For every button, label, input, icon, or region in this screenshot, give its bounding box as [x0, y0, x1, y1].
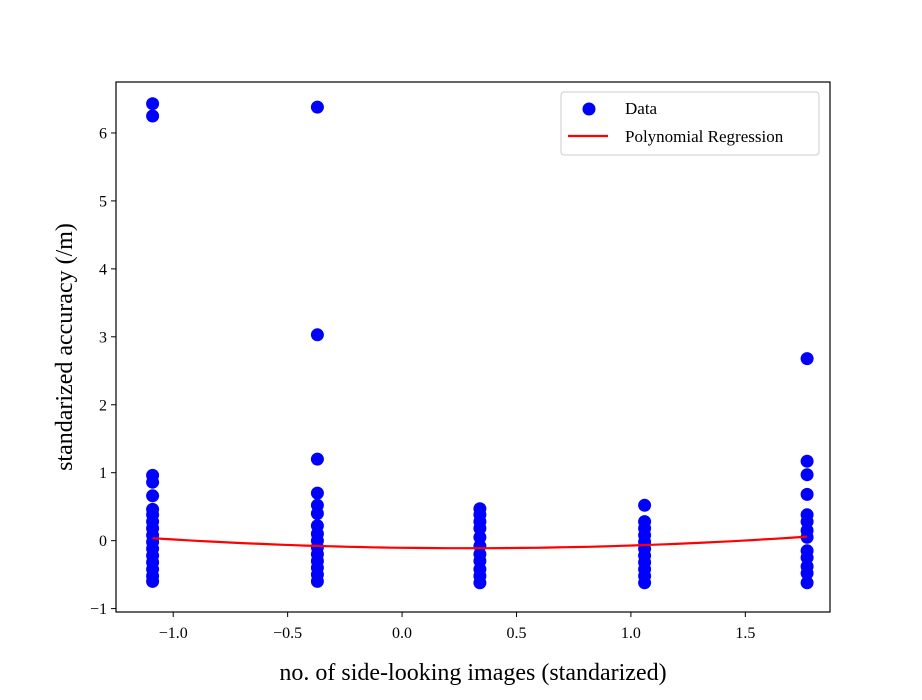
legend-marker-data — [582, 102, 596, 116]
x-tick-label: 1.0 — [621, 625, 641, 642]
data-point — [800, 566, 814, 580]
x-tick-label: 1.5 — [735, 625, 755, 642]
y-tick-label: 5 — [99, 193, 107, 210]
x-tick-label: −1.0 — [159, 625, 188, 642]
data-point — [146, 475, 160, 489]
data-point — [638, 576, 652, 590]
data-point — [310, 574, 324, 588]
data-point — [638, 498, 652, 512]
y-tick-label: 6 — [99, 125, 107, 142]
data-point — [146, 97, 160, 111]
data-point — [800, 515, 814, 529]
y-tick-label: 0 — [99, 533, 107, 550]
data-point — [473, 576, 487, 590]
data-point — [310, 328, 324, 342]
y-axis-ticks: −1 0 1 2 3 4 5 6 — [90, 125, 116, 618]
y-axis-title: standarized accuracy (/m) — [52, 223, 78, 471]
data-point — [800, 468, 814, 482]
data-point — [800, 487, 814, 501]
legend: Data Polynomial Regression — [560, 91, 820, 156]
plot-frame — [115, 81, 831, 613]
data-point — [473, 521, 487, 535]
data-point — [146, 489, 160, 503]
data-point — [800, 551, 814, 565]
x-tick-label: 0.0 — [392, 625, 412, 642]
x-tick-label: −0.5 — [273, 625, 302, 642]
data-point — [800, 352, 814, 366]
y-tick-label: 2 — [99, 397, 107, 414]
legend-label-data: Data — [625, 99, 658, 118]
data-point — [310, 486, 324, 500]
y-tick-label: 3 — [99, 329, 107, 346]
data-point — [800, 454, 814, 468]
data-point — [310, 452, 324, 466]
regression-line — [152, 535, 808, 550]
y-tick-label: −1 — [90, 601, 107, 618]
x-axis-title: no. of side-looking images (standarized) — [279, 660, 666, 686]
x-tick-label: 0.5 — [506, 625, 526, 642]
legend-label-regression: Polynomial Regression — [625, 127, 784, 146]
data-point — [800, 576, 814, 590]
y-tick-label: 4 — [99, 261, 107, 278]
data-point — [146, 109, 160, 123]
data-point — [146, 574, 160, 588]
y-tick-label: 1 — [99, 465, 107, 482]
data-point — [310, 100, 324, 114]
data-point — [310, 507, 324, 520]
x-axis-ticks: −1.0 −0.5 0.0 0.5 1.0 1.5 — [159, 612, 755, 642]
legend-box — [560, 91, 820, 156]
data-points-group — [146, 97, 814, 590]
